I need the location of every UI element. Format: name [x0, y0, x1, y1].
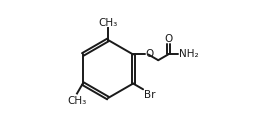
Text: O: O: [146, 49, 154, 59]
Text: O: O: [164, 34, 172, 44]
Text: CH₃: CH₃: [68, 96, 87, 106]
Text: Br: Br: [144, 90, 155, 100]
Text: CH₃: CH₃: [98, 18, 117, 28]
Text: NH₂: NH₂: [179, 49, 198, 59]
